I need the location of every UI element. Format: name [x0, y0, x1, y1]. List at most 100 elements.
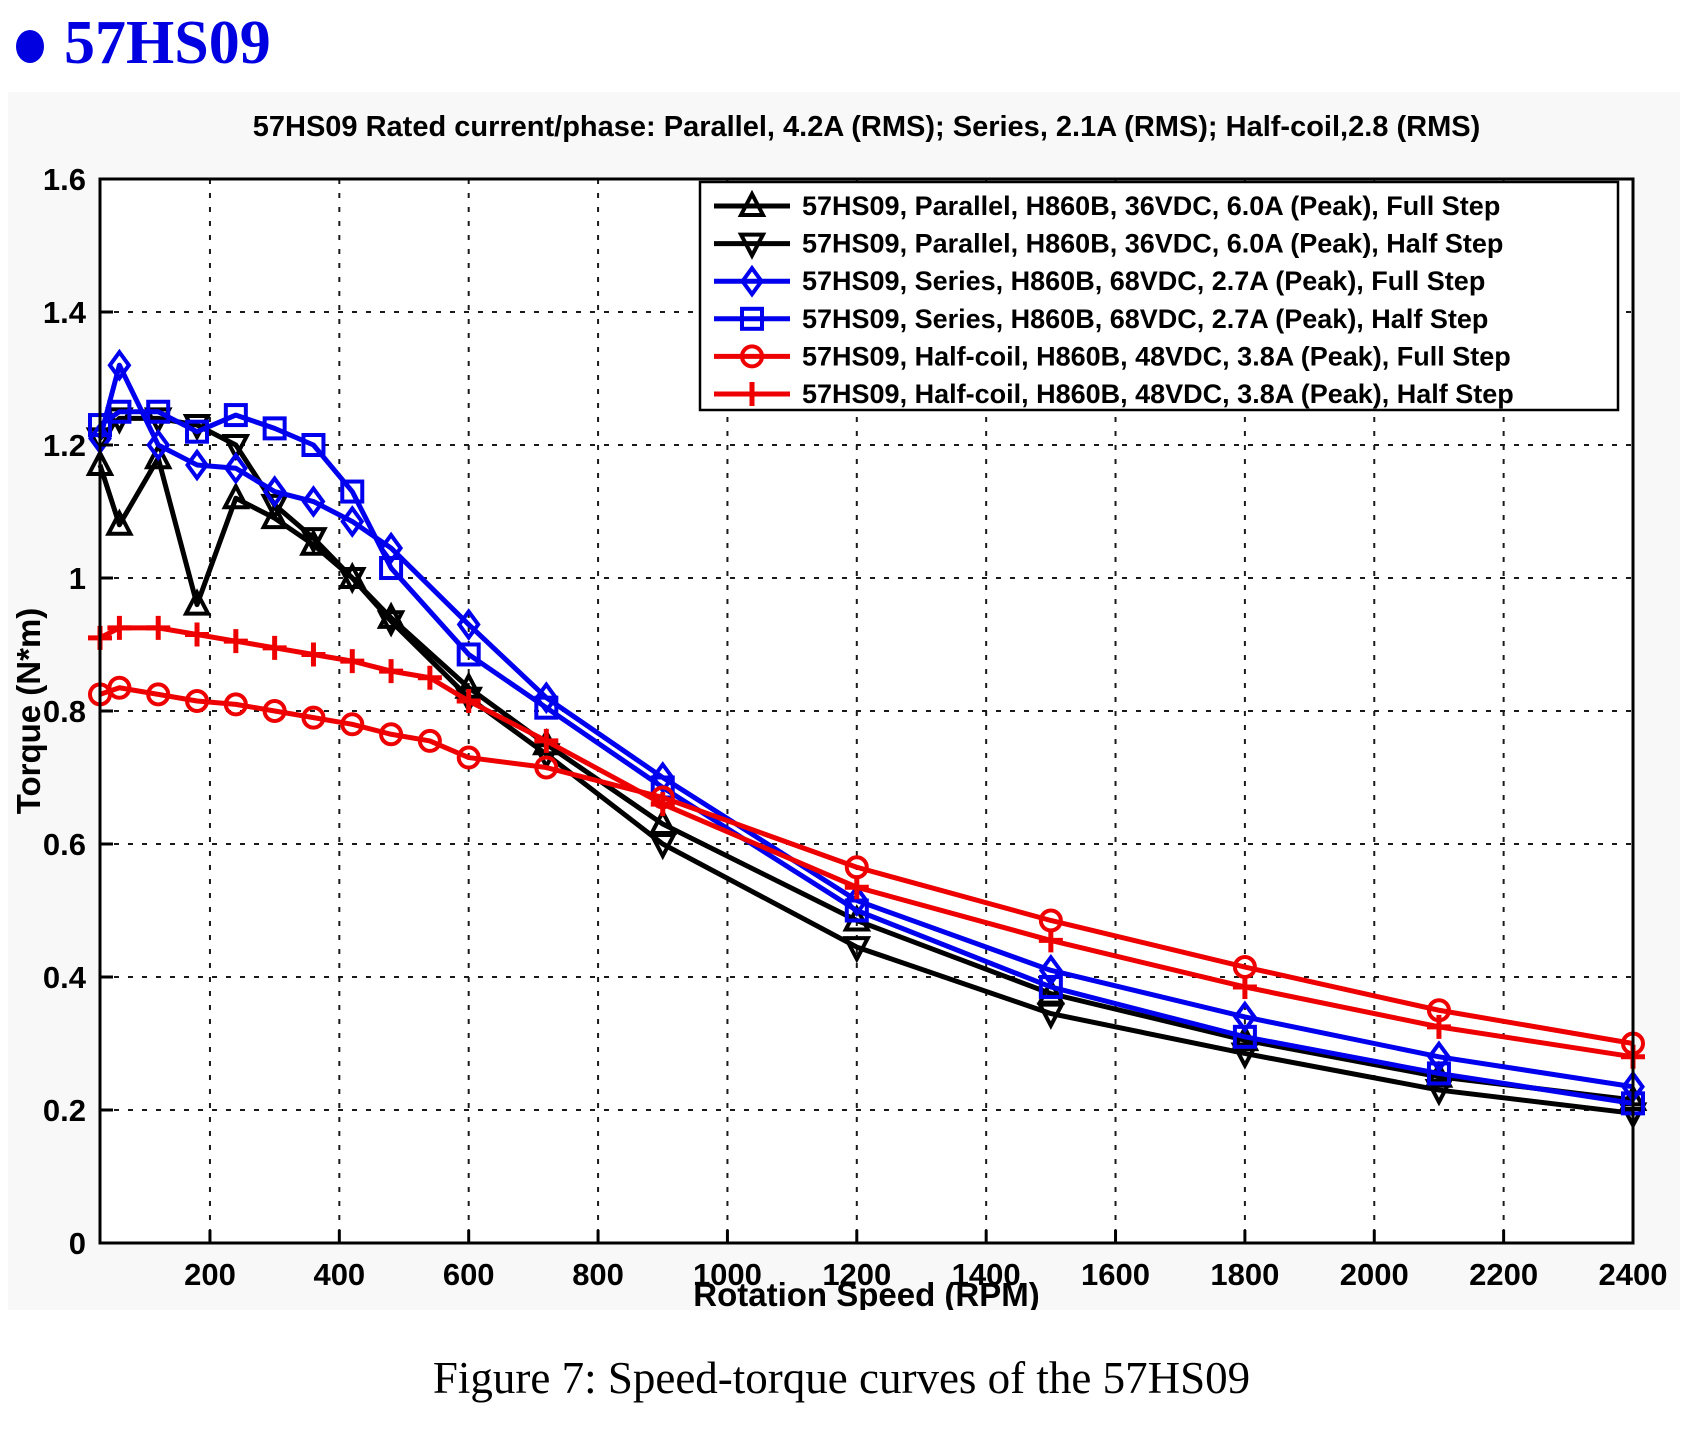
- legend-item-label: 57HS09, Parallel, H860B, 36VDC, 6.0A (Pe…: [802, 191, 1500, 221]
- triangle-up-marker: [182, 588, 212, 616]
- square-marker: [456, 642, 481, 667]
- x-tick-label: 2000: [1340, 1257, 1409, 1292]
- x-tick-label: 600: [443, 1257, 495, 1292]
- circle-marker: [185, 689, 210, 714]
- legend-item-label: 57HS09, Parallel, H860B, 36VDC, 6.0A (Pe…: [802, 229, 1503, 259]
- page-title: 57HS09: [64, 9, 271, 77]
- x-tick-label: 1000: [693, 1257, 762, 1292]
- square-marker: [534, 695, 559, 720]
- square-marker: [1426, 1061, 1451, 1086]
- legend-item-label: 57HS09, Half-coil, H860B, 48VDC, 3.8A (P…: [802, 341, 1511, 371]
- y-tick-label: 0.8: [43, 694, 86, 729]
- series-line-3: [98, 409, 1634, 1106]
- circle-marker: [223, 692, 248, 717]
- plus-marker: [185, 622, 210, 647]
- circle-marker: [262, 699, 287, 723]
- plus-marker: [340, 649, 365, 674]
- plus-marker: [262, 635, 287, 660]
- triangle-down-marker: [842, 936, 872, 964]
- triangle-down-marker: [376, 610, 406, 638]
- plus-marker: [107, 615, 132, 640]
- triangle-down-marker: [221, 434, 251, 462]
- square-marker: [107, 399, 132, 424]
- legend-item-label: 57HS09, Series, H860B, 68VDC, 2.7A (Peak…: [802, 304, 1488, 334]
- square-marker: [1232, 1024, 1257, 1049]
- diamond-marker: [844, 884, 869, 917]
- square-marker: [301, 433, 326, 457]
- y-tick-label: 0.4: [43, 960, 87, 995]
- plus-marker: [1426, 1014, 1451, 1039]
- circle-marker: [301, 705, 326, 730]
- diamond-marker: [146, 428, 171, 462]
- diamond-marker: [107, 348, 132, 382]
- plus-marker: [301, 642, 326, 667]
- triangle-down-marker: [1424, 1079, 1454, 1107]
- square-marker: [340, 479, 365, 504]
- triangle-down-marker: [299, 527, 328, 555]
- triangle-down-marker: [337, 567, 367, 595]
- figure-area: 200 400 600 800 1000 1200 1400 1600 1800 2000 2200…: [8, 92, 1680, 1310]
- legend-item-label: 57HS09, Series, H860B, 68VDC, 2.7A (Peak…: [802, 266, 1485, 296]
- y-tick-label: 1.6: [43, 162, 86, 197]
- circle-marker: [146, 682, 171, 707]
- square-marker: [1038, 974, 1063, 999]
- diamond-marker: [301, 485, 326, 518]
- triangle-down-marker: [1036, 1002, 1066, 1030]
- triangle-up-marker: [260, 501, 289, 530]
- x-tick-label: 2200: [1469, 1257, 1538, 1292]
- plus-marker: [650, 792, 675, 817]
- x-tick-label: 1600: [1081, 1257, 1150, 1292]
- page-heading: 57HS09: [16, 12, 271, 74]
- circle-marker: [107, 675, 132, 700]
- figure-caption: Figure 7: Speed-torque curves of the 57H…: [432, 1353, 1251, 1403]
- diamond-marker: [1426, 1040, 1451, 1074]
- triangle-down-marker: [648, 833, 678, 861]
- bullet-icon: [16, 29, 44, 63]
- triangle-up-marker: [143, 441, 173, 470]
- circle-marker: [340, 712, 365, 737]
- plus-marker: [844, 875, 869, 900]
- diamond-marker: [650, 761, 675, 794]
- triangle-down-marker: [260, 493, 289, 522]
- legend-triangle-up-icon: [737, 189, 767, 217]
- plus-marker: [417, 665, 442, 690]
- plus-marker: [1038, 928, 1063, 953]
- triangle-down-marker: [1230, 1042, 1260, 1070]
- torque-speed-chart: 200 400 600 800 1000 1200 1400 1600 1800 2000 2200…: [10, 111, 1668, 1310]
- y-axis-label: Torque (N*m): [10, 608, 47, 815]
- triangle-up-marker: [221, 481, 251, 510]
- y-tick-label: 0.6: [43, 827, 86, 862]
- diamond-marker: [340, 505, 365, 538]
- circle-marker: [379, 722, 404, 747]
- y-tick-label: 0.2: [43, 1093, 86, 1128]
- circle-marker: [534, 755, 559, 780]
- plus-marker: [534, 728, 559, 753]
- diamond-marker: [262, 475, 287, 508]
- plus-marker: [223, 629, 248, 654]
- legend-triangle-down-icon: [737, 232, 767, 260]
- chart-title: 57HS09 Rated current/phase: Parallel, 4.…: [253, 111, 1480, 143]
- x-tick-label: 2400: [1599, 1257, 1668, 1292]
- x-tick-label: 200: [184, 1257, 236, 1292]
- legend-plus-icon: [740, 382, 764, 406]
- legend-diamond-icon: [740, 264, 764, 298]
- square-marker: [844, 898, 869, 923]
- triangle-up-marker: [105, 508, 134, 536]
- legend-box: [698, 180, 1620, 412]
- y-tick-label: 1.4: [43, 295, 87, 330]
- x-tick-label: 800: [572, 1257, 624, 1292]
- plus-marker: [146, 615, 171, 640]
- y-tick-label: 0: [69, 1226, 86, 1261]
- x-tick-label: 1200: [822, 1257, 891, 1292]
- square-marker: [379, 556, 404, 581]
- series-line-4: [99, 685, 1634, 1046]
- plus-marker: [1232, 974, 1257, 999]
- plus-marker: [456, 689, 481, 714]
- y-tick-label: 1.2: [43, 428, 86, 463]
- circle-marker: [417, 728, 442, 753]
- diamond-marker: [1232, 1000, 1257, 1034]
- diamond-marker: [1038, 953, 1063, 987]
- series-line-2: [97, 362, 1634, 1090]
- legend-square-icon: [740, 306, 764, 331]
- legend-circle-icon: [740, 344, 764, 369]
